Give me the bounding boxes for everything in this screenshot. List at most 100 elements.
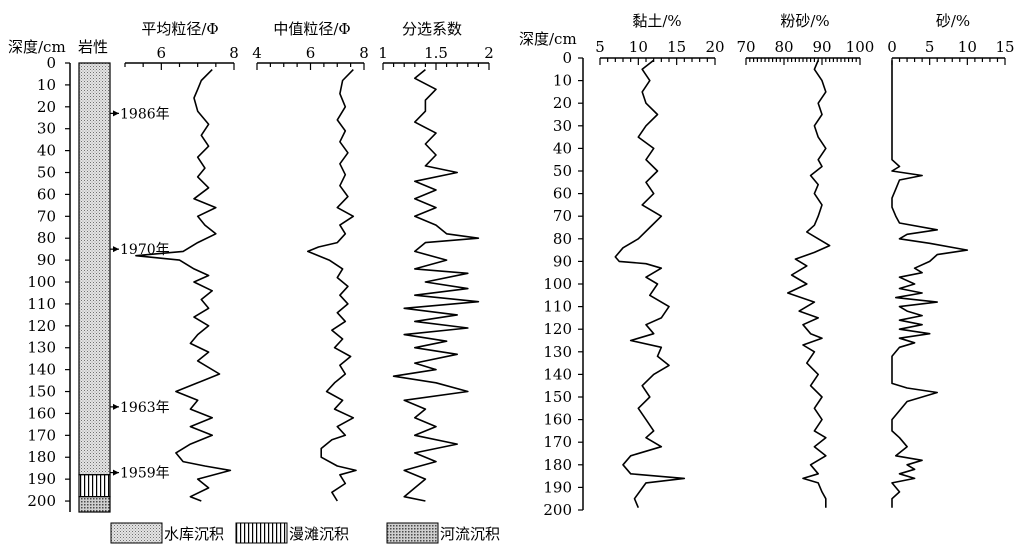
legend: 水库沉积 漫滩沉积 河流沉积 bbox=[110, 522, 500, 544]
depth-a-tick-label: 80 bbox=[37, 229, 56, 247]
depth-a-tick-label: 90 bbox=[37, 251, 56, 269]
silt-x-axis: 70 80 90 100 bbox=[736, 38, 874, 65]
depth-a-tick-label: 130 bbox=[27, 339, 56, 357]
mean-grain-size-title: 平均粒径/Φ bbox=[141, 20, 218, 38]
depth-b-tick-label: 40 bbox=[553, 139, 572, 157]
depth-b-tick-label: 130 bbox=[543, 343, 572, 361]
depth-a-tick-label: 60 bbox=[37, 185, 56, 203]
depth-a-tick-label: 30 bbox=[37, 120, 56, 138]
date-label: 1959年 bbox=[120, 466, 170, 482]
depth-a-tick-label: 20 bbox=[37, 98, 56, 116]
sort-x-tick-label: 1.5 bbox=[424, 44, 448, 62]
depth-axis-title-b: 深度/cm bbox=[519, 30, 577, 48]
legend-swatch-floodplain bbox=[235, 522, 288, 544]
floodplain-layer bbox=[78, 474, 111, 498]
depth-b-tick-label: 100 bbox=[543, 275, 572, 293]
depth-a-tick-label: 160 bbox=[27, 404, 56, 422]
silt-x-tick-label: 70 bbox=[736, 38, 755, 56]
median-grain-size-title: 中值粒径/Φ bbox=[273, 20, 350, 38]
clay-x-axis: 5 10 15 20 bbox=[595, 38, 725, 65]
depth-axis-b: 0 10 20 30 40 50 60 70 80 90 100 110 120 130 140 150 160… bbox=[543, 49, 584, 519]
median-grain-size-panel: 中值粒径/Φ 4 6 8 bbox=[252, 20, 369, 502]
depth-b-tick-label: 110 bbox=[543, 298, 572, 316]
legend-label-reservoir: 水库沉积 bbox=[164, 525, 224, 543]
date-label: 1970年 bbox=[120, 242, 170, 258]
depth-a-tick-label: 0 bbox=[46, 54, 56, 72]
clay-x-tick-label: 5 bbox=[595, 38, 605, 56]
date-arrow-head bbox=[113, 246, 119, 253]
depth-a-tick-label: 180 bbox=[27, 448, 56, 466]
depth-b-tick-label: 160 bbox=[543, 411, 572, 429]
depth-a-tick-label: 140 bbox=[27, 361, 56, 379]
depth-b-tick-label: 120 bbox=[543, 320, 572, 338]
sorting-coefficient-title: 分选系数 bbox=[402, 20, 462, 38]
sand-x-tick-label: 15 bbox=[995, 38, 1014, 56]
clay-line bbox=[614, 59, 686, 509]
sort-x-tick-label: 2 bbox=[484, 44, 494, 62]
median-x-tick-label: 8 bbox=[359, 44, 369, 62]
depth-a-tick-label: 190 bbox=[27, 470, 56, 488]
sorting-coefficient-panel: 分选系数 1 1.5 2 bbox=[378, 20, 494, 502]
median-grain-size-x-axis: 4 6 8 bbox=[252, 44, 369, 70]
sorting-coefficient-x-axis: 1 1.5 2 bbox=[378, 44, 494, 70]
legend-label-floodplain: 漫滩沉积 bbox=[289, 525, 349, 543]
depth-a-tick-label: 40 bbox=[37, 142, 56, 160]
depth-a-tick-label: 50 bbox=[37, 164, 56, 182]
median-grain-size-line bbox=[306, 69, 357, 502]
sort-x-tick-label: 1 bbox=[378, 44, 388, 62]
clay-x-tick-label: 15 bbox=[667, 38, 686, 56]
depth-a-tick-label: 170 bbox=[27, 426, 56, 444]
depth-a-tick-label: 120 bbox=[27, 317, 56, 335]
depth-a-tick-label: 110 bbox=[27, 295, 56, 313]
silt-x-tick-label: 80 bbox=[774, 38, 793, 56]
depth-b-tick-label: 80 bbox=[553, 230, 572, 248]
date-label: 1986年 bbox=[120, 106, 170, 122]
depth-b-tick-label: 90 bbox=[553, 252, 572, 270]
lithology-title: 岩性 bbox=[78, 38, 108, 56]
depth-b-tick-label: 60 bbox=[553, 185, 572, 203]
sand-x-tick-label: 0 bbox=[887, 38, 897, 56]
date-markers: 1986年 1970年 1963年 1959年 bbox=[110, 106, 170, 482]
depth-a-tick-label: 150 bbox=[27, 383, 56, 401]
lithology-column bbox=[78, 62, 111, 513]
depth-a-tick-label: 10 bbox=[37, 76, 56, 94]
sand-x-axis: 0 5 10 15 bbox=[887, 38, 1015, 65]
median-x-tick-label: 6 bbox=[306, 44, 316, 62]
depth-b-tick-label: 170 bbox=[543, 433, 572, 451]
depth-b-tick-label: 190 bbox=[543, 478, 572, 496]
river-layer bbox=[78, 496, 111, 513]
depth-b-tick-label: 140 bbox=[543, 365, 572, 383]
depth-axis-title-a: 深度/cm bbox=[8, 38, 66, 56]
date-arrow-head bbox=[113, 403, 119, 410]
silt-panel: 粉砂/% 70 80 90 100 bbox=[736, 12, 874, 508]
sand-x-tick-label: 10 bbox=[958, 38, 977, 56]
clay-x-tick-label: 20 bbox=[705, 38, 724, 56]
legend-label-river: 河流沉积 bbox=[440, 525, 500, 543]
depth-b-tick-label: 150 bbox=[543, 388, 572, 406]
legend-swatch-reservoir bbox=[110, 522, 163, 544]
sand-x-tick-label: 5 bbox=[925, 38, 935, 56]
clay-x-tick-label: 10 bbox=[629, 38, 648, 56]
depth-b-tick-label: 180 bbox=[543, 456, 572, 474]
mean-x-tick-label: 8 bbox=[229, 44, 239, 62]
depth-b-tick-label: 70 bbox=[553, 207, 572, 225]
silt-x-tick-label: 90 bbox=[812, 38, 831, 56]
depth-b-tick-label: 10 bbox=[553, 72, 572, 90]
date-label: 1963年 bbox=[120, 400, 170, 416]
depth-axis-a: 0 10 20 30 40 50 60 70 80 90 100 110 120 130 140 150 160… bbox=[27, 54, 71, 512]
clay-panel: 黏土/% 5 10 15 20 bbox=[595, 12, 725, 509]
depth-b-tick-label: 50 bbox=[553, 162, 572, 180]
depth-a-tick-label: 100 bbox=[27, 273, 56, 291]
silt-x-tick-label: 100 bbox=[846, 38, 875, 56]
silt-line bbox=[786, 59, 831, 508]
mean-grain-size-line bbox=[135, 69, 232, 502]
silt-title: 粉砂/% bbox=[780, 12, 829, 30]
depth-a-tick-label: 200 bbox=[27, 492, 56, 510]
depth-b-tick-label: 20 bbox=[553, 94, 572, 112]
sorting-coefficient-line bbox=[392, 68, 480, 502]
date-arrow-head bbox=[113, 110, 119, 117]
